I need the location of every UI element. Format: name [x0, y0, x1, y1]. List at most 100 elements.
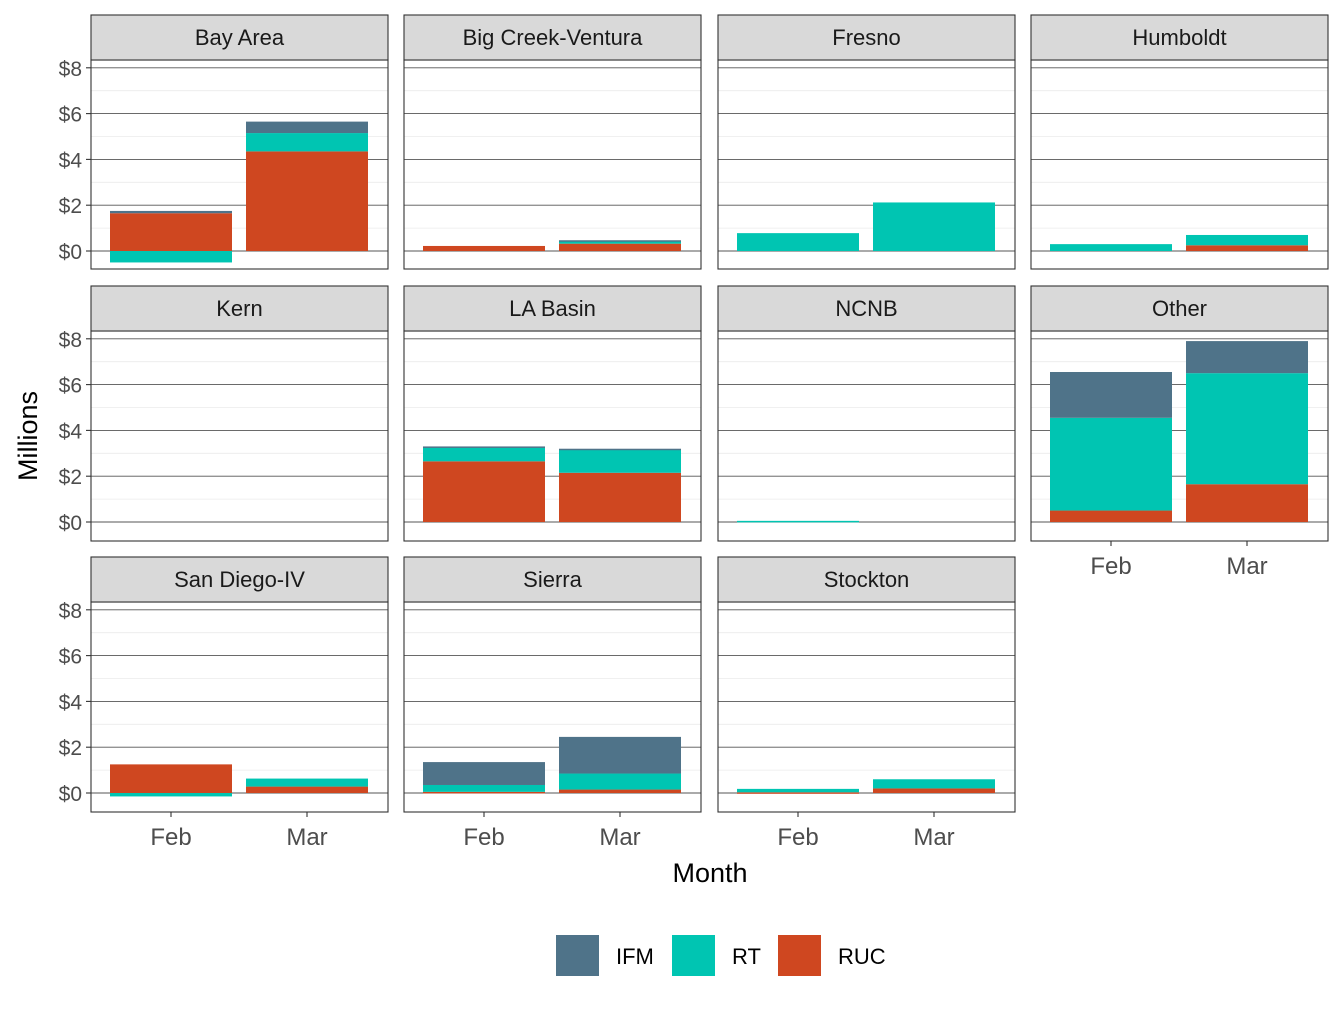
panel-background-stockton [718, 602, 1015, 812]
panel-background-kern [91, 331, 388, 541]
bar-big-creek-ventura-mar-ifm [559, 240, 681, 242]
bar-san-diego-iv-mar-ruc [246, 786, 368, 793]
bar-ncnb-feb-rt [737, 520, 859, 523]
facet-strip-sierra [403, 556, 702, 603]
legend-swatch-ruc [778, 935, 821, 976]
bar-la-basin-mar-ifm [559, 448, 681, 451]
legend-label-ifm: IFM [616, 944, 654, 969]
bar-stockton-mar-ruc [873, 788, 995, 793]
bar-bay-area-feb-ruc [110, 213, 232, 251]
legend-swatch-ifm [556, 935, 599, 976]
bar-big-creek-ventura-mar-rt [559, 240, 681, 244]
legend-label-ruc: RUC [838, 944, 886, 969]
facet-strip-la-basin [403, 285, 702, 332]
y-tick-label: $4 [59, 691, 83, 714]
bar-sierra-mar-ruc [559, 789, 681, 793]
y-tick-label: $8 [59, 58, 82, 81]
facet-label-bay-area: Bay Area [195, 25, 285, 50]
bar-humboldt-feb-rt [1050, 244, 1172, 251]
legend-swatch-rt [672, 935, 715, 976]
bar-sierra-mar-ifm [559, 736, 681, 774]
legend-label-rt: RT [732, 944, 761, 969]
facet-label-san-diego-iv: San Diego-IV [174, 567, 305, 592]
y-tick-label: $8 [59, 600, 82, 623]
bar-la-basin-mar-rt [559, 449, 681, 473]
x-tick-label: Mar [599, 824, 640, 851]
facet-label-fresno: Fresno [832, 25, 900, 50]
y-tick-label: $6 [59, 375, 82, 398]
y-tick-label: $2 [59, 737, 82, 760]
bar-stockton-feb-rt [737, 788, 859, 793]
bar-fresno-mar-rt [873, 202, 995, 251]
bar-la-basin-feb-ifm [423, 446, 545, 448]
facet-strip-san-diego-iv [90, 556, 389, 603]
bar-la-basin-feb-rt [423, 447, 545, 462]
y-tick-label: $0 [59, 512, 82, 535]
facet-strip-ncnb [717, 285, 1016, 332]
facet-strip-humboldt [1030, 14, 1329, 61]
bar-la-basin-mar-ruc [559, 472, 681, 522]
bar-san-diego-iv-mar-rt [246, 778, 368, 787]
facet-label-kern: Kern [216, 296, 262, 321]
panel-background-humboldt [1031, 60, 1328, 269]
bar-sierra-mar-rt [559, 773, 681, 790]
panel-background-ncnb [718, 331, 1015, 541]
facet-strip-big-creek-ventura [403, 14, 702, 61]
bar-bay-area-feb-ifm [110, 210, 232, 214]
panel-background-big-creek-ventura [404, 60, 701, 269]
y-tick-label: $2 [59, 195, 82, 218]
bar-fresno-feb-rt [737, 233, 859, 251]
facet-label-big-creek-ventura: Big Creek-Ventura [463, 25, 644, 50]
facet-label-other: Other [1152, 296, 1207, 321]
y-tick-label: $4 [59, 420, 83, 443]
facet-strip-other [1030, 285, 1329, 332]
bar-sierra-feb-ruc [423, 791, 545, 794]
bar-big-creek-ventura-mar-ruc [559, 243, 681, 251]
x-tick-label: Mar [1226, 553, 1267, 580]
bar-san-diego-iv-feb-rt [110, 793, 232, 797]
bar-bay-area-mar-rt [246, 133, 368, 152]
bar-sierra-feb-rt [423, 784, 545, 792]
y-tick-label: $4 [59, 149, 83, 172]
facet-strip-kern [90, 285, 389, 332]
bar-other-feb-ifm [1050, 372, 1172, 418]
x-tick-label: Feb [777, 824, 818, 851]
bar-big-creek-ventura-feb-ruc [423, 245, 545, 251]
x-tick-label: Feb [150, 824, 191, 851]
facet-label-stockton: Stockton [824, 567, 910, 592]
bar-other-feb-rt [1050, 417, 1172, 511]
bar-other-mar-ruc [1186, 484, 1308, 522]
y-axis-title: Millions [13, 391, 43, 481]
x-tick-label: Mar [286, 824, 327, 851]
facet-strip-stockton [717, 556, 1016, 603]
x-tick-label: Feb [463, 824, 504, 851]
bar-la-basin-feb-ruc [423, 461, 545, 522]
y-tick-label: $2 [59, 466, 82, 489]
y-tick-label: $0 [59, 783, 82, 806]
facet-label-sierra: Sierra [523, 567, 582, 592]
x-tick-label: Mar [913, 824, 954, 851]
x-tick-label: Feb [1090, 553, 1131, 580]
bar-other-mar-ifm [1186, 341, 1308, 374]
y-tick-label: $0 [59, 241, 82, 264]
facet-label-ncnb: NCNB [835, 296, 897, 321]
bar-humboldt-mar-ruc [1186, 245, 1308, 251]
y-tick-label: $6 [59, 104, 82, 127]
bar-other-feb-ruc [1050, 510, 1172, 522]
facet-strip-fresno [717, 14, 1016, 61]
bar-bay-area-mar-ifm [246, 121, 368, 134]
bar-stockton-mar-rt [873, 779, 995, 789]
bar-bay-area-mar-ruc [246, 151, 368, 251]
facet-strip-bay-area [90, 14, 389, 61]
y-tick-label: $6 [59, 646, 82, 669]
x-axis-title: Month [672, 858, 747, 888]
bar-bay-area-feb-rt [110, 251, 232, 263]
y-tick-label: $8 [59, 329, 82, 352]
bar-humboldt-mar-rt [1186, 234, 1308, 246]
bar-san-diego-iv-feb-ruc [110, 764, 232, 793]
bar-other-mar-rt [1186, 373, 1308, 485]
bar-stockton-feb-ruc [737, 792, 859, 794]
facet-label-la-basin: LA Basin [509, 296, 596, 321]
